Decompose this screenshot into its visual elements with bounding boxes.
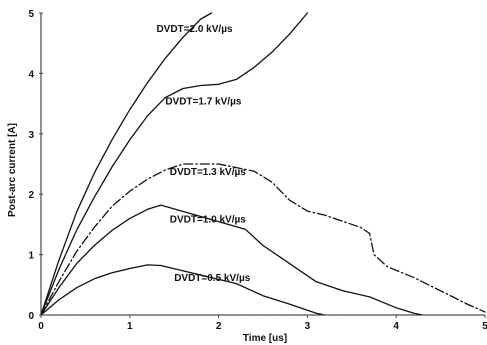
x-tick-label: 2 (216, 321, 222, 332)
y-tick-label: 3 (28, 130, 34, 141)
series-line-1 (40, 12, 213, 316)
y-tick-label: 2 (28, 190, 34, 201)
y-tick-label: 5 (28, 9, 34, 20)
series-annotation-1: DVDT=2.0 kV/µs (156, 24, 233, 35)
x-tick-label: 5 (482, 321, 487, 332)
x-tick-label: 3 (305, 321, 311, 332)
series-annotation-5: DVDT=0.5 kV/µs (174, 273, 251, 284)
series-line-3 (40, 163, 486, 316)
series-line-4 (40, 204, 424, 316)
x-tick-label: 4 (393, 321, 399, 332)
series-line-2 (40, 12, 309, 316)
series-annotation-4: DVDT=1.0 kV/µs (170, 214, 247, 225)
x-axis-label: Time [us] (243, 333, 287, 344)
series-annotation-3: DVDT=1.3 kV/µs (170, 167, 247, 178)
y-tick-label: 1 (28, 251, 34, 262)
series-annotation-2: DVDT=1.7 kV/µs (165, 97, 242, 108)
y-tick-label: 0 (28, 311, 34, 322)
y-tick-label: 4 (28, 69, 34, 80)
x-tick-label: 0 (38, 321, 44, 332)
axes: 0 1 2 3 4 5 0 1 2 3 4 5 (28, 9, 487, 332)
y-axis-label: Post-arc current [A] (7, 123, 18, 217)
series-line-5 (40, 264, 326, 316)
x-tick-label: 1 (127, 321, 133, 332)
annotations: DVDT=2.0 kV/µs DVDT=1.7 kV/µs DVDT=1.3 kV/… (156, 24, 250, 284)
series-layer (40, 12, 486, 316)
